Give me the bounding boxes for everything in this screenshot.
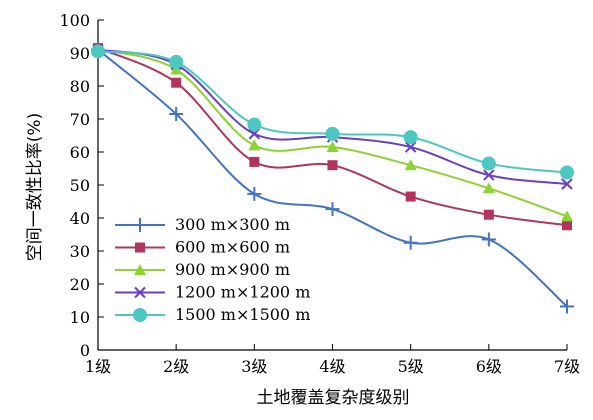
data-point-series-2 xyxy=(561,210,573,222)
data-point-series-1 xyxy=(405,191,416,202)
series-markers xyxy=(91,42,574,314)
data-point-series-2 xyxy=(404,159,417,171)
data-point-series-1 xyxy=(327,160,338,171)
x-tick-label: 3级 xyxy=(241,357,267,376)
plot-area: 0 10 20 30 40 50 60 70 80 90 100 1级 2级 3级 4级 5级 6级 7级 xyxy=(59,11,580,376)
legend-label: 600 m×600 m xyxy=(175,238,290,257)
legend-item: 900 m×900 m xyxy=(115,260,290,279)
x-tick-label: 5级 xyxy=(398,357,424,376)
legend-swatch-marker xyxy=(134,264,146,275)
y-tick-label: 70 xyxy=(70,110,90,129)
y-tick-label: 50 xyxy=(70,176,90,195)
legend-swatch-marker xyxy=(133,218,147,232)
data-point-series-1 xyxy=(171,77,182,88)
legend-item: 600 m×600 m xyxy=(115,238,290,257)
data-point-series-2 xyxy=(326,141,339,153)
data-point-series-0 xyxy=(481,232,496,247)
data-point-series-2 xyxy=(248,139,261,151)
data-point-series-1 xyxy=(562,220,572,231)
data-point-series-4 xyxy=(560,165,574,180)
y-axis-title: 空间一致性比率(%) xyxy=(25,113,45,261)
y-tick-label: 0 xyxy=(80,341,90,360)
legend-item: 300 m×300 m xyxy=(115,215,290,234)
data-point-series-0 xyxy=(325,202,340,217)
legend-label: 1200 m×1200 m xyxy=(175,283,310,302)
data-point-series-0 xyxy=(169,107,184,122)
data-point-series-3 xyxy=(483,169,495,181)
y-tick-label: 30 xyxy=(70,242,90,261)
x-ticks: 1级 2级 3级 4级 5级 6级 7级 xyxy=(85,344,580,376)
data-point-series-2 xyxy=(170,63,183,75)
data-point-series-0 xyxy=(247,186,262,201)
y-tick-label: 20 xyxy=(70,275,90,294)
y-tick-label: 80 xyxy=(70,77,90,96)
data-point-series-4 xyxy=(169,54,184,69)
legend-item: 1200 m×1200 m xyxy=(115,283,310,302)
x-tick-label: 7级 xyxy=(554,357,580,376)
legend-label: 900 m×900 m xyxy=(175,260,290,279)
data-point-series-4 xyxy=(247,117,262,132)
legend-swatch-marker xyxy=(135,242,145,253)
legend-label: 300 m×300 m xyxy=(175,215,290,234)
data-point-series-4 xyxy=(91,44,105,59)
legend-item: 1500 m×1500 m xyxy=(115,305,310,324)
x-tick-label: 1级 xyxy=(85,357,111,376)
x-tick-label: 2级 xyxy=(163,357,189,376)
y-tick-label: 10 xyxy=(70,308,90,327)
series-lines xyxy=(97,47,568,308)
y-tick-label: 60 xyxy=(70,143,90,162)
data-point-series-0 xyxy=(403,235,418,250)
series-line-0 xyxy=(97,48,568,308)
data-point-series-4 xyxy=(481,156,496,171)
data-point-series-2 xyxy=(482,182,495,194)
legend-swatch-marker xyxy=(133,308,147,322)
y-tick-label: 90 xyxy=(70,44,90,63)
y-ticks: 0 10 20 30 40 50 60 70 80 90 100 xyxy=(59,11,104,360)
data-point-series-0 xyxy=(560,299,574,314)
data-point-series-1 xyxy=(483,209,494,220)
x-tick-label: 6级 xyxy=(476,357,502,376)
legend-label: 1500 m×1500 m xyxy=(175,305,310,324)
data-point-series-1 xyxy=(249,156,260,167)
legend-swatch-marker xyxy=(134,286,146,299)
y-tick-label: 40 xyxy=(70,209,90,228)
legend: 300 m×300 m 600 m×600 m 900 m×900 m 1200 m×… xyxy=(115,215,310,324)
x-tick-label: 4级 xyxy=(319,357,345,376)
y-tick-label: 100 xyxy=(59,11,90,30)
x-axis-title: 土地覆盖复杂度级别 xyxy=(257,388,410,408)
series-line-4 xyxy=(97,50,568,174)
data-point-series-3 xyxy=(404,141,417,153)
data-point-series-3 xyxy=(561,178,573,190)
data-point-series-4 xyxy=(403,130,418,145)
data-point-series-4 xyxy=(325,126,340,141)
